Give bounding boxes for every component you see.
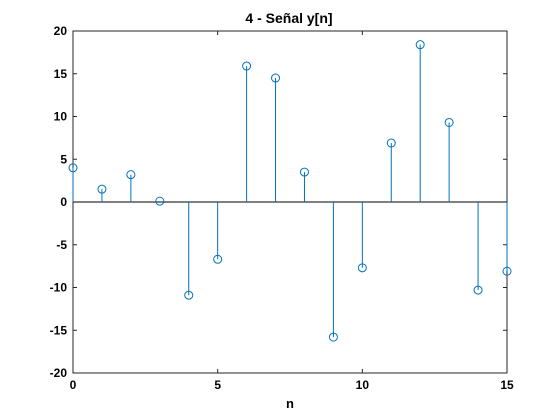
y-tick-label: 5 bbox=[60, 152, 67, 166]
stem-marker bbox=[473, 285, 483, 295]
stem-marker bbox=[68, 163, 78, 173]
x-tick-label: 0 bbox=[70, 378, 77, 392]
stem-marker bbox=[328, 332, 338, 342]
stem-marker bbox=[213, 254, 223, 264]
stem-marker bbox=[126, 170, 136, 180]
stem-marker bbox=[242, 61, 252, 71]
stem-marker bbox=[299, 167, 309, 177]
y-tick-label: 20 bbox=[54, 24, 68, 38]
y-tick-label: -20 bbox=[50, 366, 68, 380]
y-tick-label: -15 bbox=[50, 323, 68, 337]
y-tick-label: 0 bbox=[60, 195, 67, 209]
stem-marker bbox=[155, 196, 165, 206]
stem-marker bbox=[415, 40, 425, 50]
x-tick-label: 10 bbox=[356, 378, 370, 392]
chart-title: 4 - Señal y[n] bbox=[245, 10, 332, 26]
x-tick-label: 15 bbox=[500, 378, 514, 392]
stem-marker bbox=[386, 138, 396, 148]
x-axis-label: n bbox=[286, 396, 294, 411]
y-tick-label: -5 bbox=[56, 238, 67, 252]
x-tick-label: 5 bbox=[214, 378, 221, 392]
axis-ticks: 0 5 10 15 -20 -15 -10 -5 0 5 10 15 20 bbox=[50, 24, 514, 392]
stem-marker bbox=[502, 266, 512, 276]
stem-series bbox=[68, 40, 512, 342]
y-tick-label: -10 bbox=[50, 281, 68, 295]
stem-marker bbox=[97, 184, 107, 194]
y-tick-label: 10 bbox=[54, 110, 68, 124]
stem-marker bbox=[184, 290, 194, 300]
stem-marker bbox=[444, 117, 454, 127]
y-tick-label: 15 bbox=[54, 67, 68, 81]
stem-marker bbox=[271, 73, 281, 83]
stem-marker bbox=[357, 263, 367, 273]
